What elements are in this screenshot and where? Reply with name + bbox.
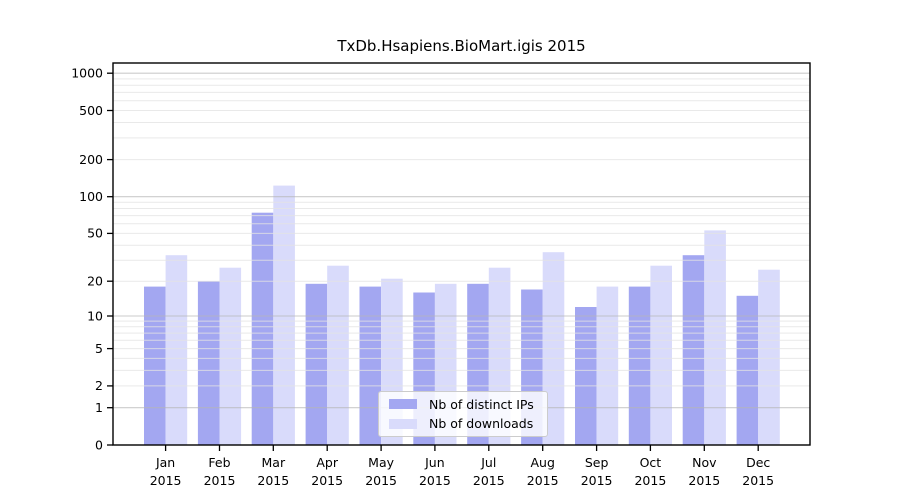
- x-tick-label-year: 2015: [150, 473, 182, 488]
- y-tick-label: 2: [95, 378, 103, 393]
- bar-jan-downloads: [165, 255, 188, 445]
- bar-oct-distinct-ips: [628, 286, 651, 445]
- y-tick-label: 10: [87, 308, 103, 323]
- x-tick-label-year: 2015: [742, 473, 774, 488]
- x-tick-label-month: Mar: [262, 455, 286, 470]
- x-tick-label-month: Jan: [155, 455, 175, 470]
- plot-border: [112, 62, 811, 446]
- y-tick-label: 1000: [71, 66, 103, 81]
- x-tick-label-month: Dec: [746, 455, 770, 470]
- x-tick-label-year: 2015: [365, 473, 397, 488]
- bar-jan-distinct-ips: [144, 286, 166, 445]
- x-tick-label-month: Jul: [480, 455, 496, 470]
- legend-label-distinct-ips: Nb of distinct IPs: [429, 396, 534, 412]
- legend: Nb of distinct IPs Nb of downloads: [378, 391, 548, 437]
- bar-feb-downloads: [219, 267, 242, 445]
- x-tick-label-year: 2015: [634, 473, 666, 488]
- x-tick-label-year: 2015: [581, 473, 613, 488]
- bar-feb-distinct-ips: [197, 281, 220, 445]
- x-tick-label-year: 2015: [473, 473, 505, 488]
- x-tick-label-month: Nov: [692, 455, 717, 470]
- y-tick-label: 200: [79, 152, 103, 167]
- bar-sep-distinct-ips: [575, 307, 597, 445]
- gridlines-group: [113, 72, 810, 409]
- x-tick-label-year: 2015: [311, 473, 343, 488]
- x-tick-label-month: Jun: [424, 455, 445, 470]
- chart-title: TxDb.Hsapiens.BioMart.igis 2015: [337, 37, 586, 55]
- x-tick-label-year: 2015: [688, 473, 720, 488]
- y-tick-label: 50: [87, 226, 103, 241]
- y-tick-label: 0: [95, 437, 103, 452]
- x-tick-label-year: 2015: [527, 473, 559, 488]
- x-tick-label-month: Apr: [316, 455, 338, 470]
- bar-dec-downloads: [758, 269, 780, 445]
- legend-item-downloads: Nb of downloads: [389, 416, 547, 431]
- bar-apr-downloads: [327, 265, 349, 445]
- bar-mar-distinct-ips: [251, 212, 274, 445]
- legend-swatch-distinct-ips: [389, 399, 417, 410]
- x-tick-label-month: Aug: [530, 455, 554, 470]
- bar-mar-downloads: [273, 185, 295, 445]
- legend-swatch-downloads: [389, 418, 417, 429]
- y-tick-label: 5: [95, 341, 103, 356]
- bar-apr-distinct-ips: [305, 283, 328, 445]
- bar-nov-distinct-ips: [682, 255, 705, 445]
- y-tick-label: 20: [87, 274, 103, 289]
- y-tick-label: 500: [79, 103, 103, 118]
- legend-item-distinct-ips: Nb of distinct IPs: [389, 397, 547, 412]
- x-axis: Jan 2015 Feb 2015 Mar 2015 Apr 2015 May 2015 Jun 20…: [150, 445, 774, 488]
- x-tick-label-year: 2015: [204, 473, 236, 488]
- x-tick-label-month: Feb: [208, 455, 230, 470]
- x-tick-label-month: Sep: [585, 455, 609, 470]
- y-axis: 0 1 2 5 10 20 50 100 200 500 1000: [71, 66, 113, 452]
- x-tick-label-year: 2015: [257, 473, 289, 488]
- x-tick-label-month: May: [368, 455, 394, 470]
- bar-may-distinct-ips: [359, 286, 382, 445]
- y-tick-label: 1: [95, 400, 103, 415]
- bar-oct-downloads: [650, 265, 672, 445]
- legend-label-downloads: Nb of downloads: [429, 416, 534, 432]
- x-tick-label-month: Oct: [640, 455, 662, 470]
- y-tick-label: 100: [79, 189, 103, 204]
- bar-nov-downloads: [704, 230, 726, 445]
- x-tick-label-year: 2015: [419, 473, 451, 488]
- bar-sep-downloads: [596, 286, 619, 445]
